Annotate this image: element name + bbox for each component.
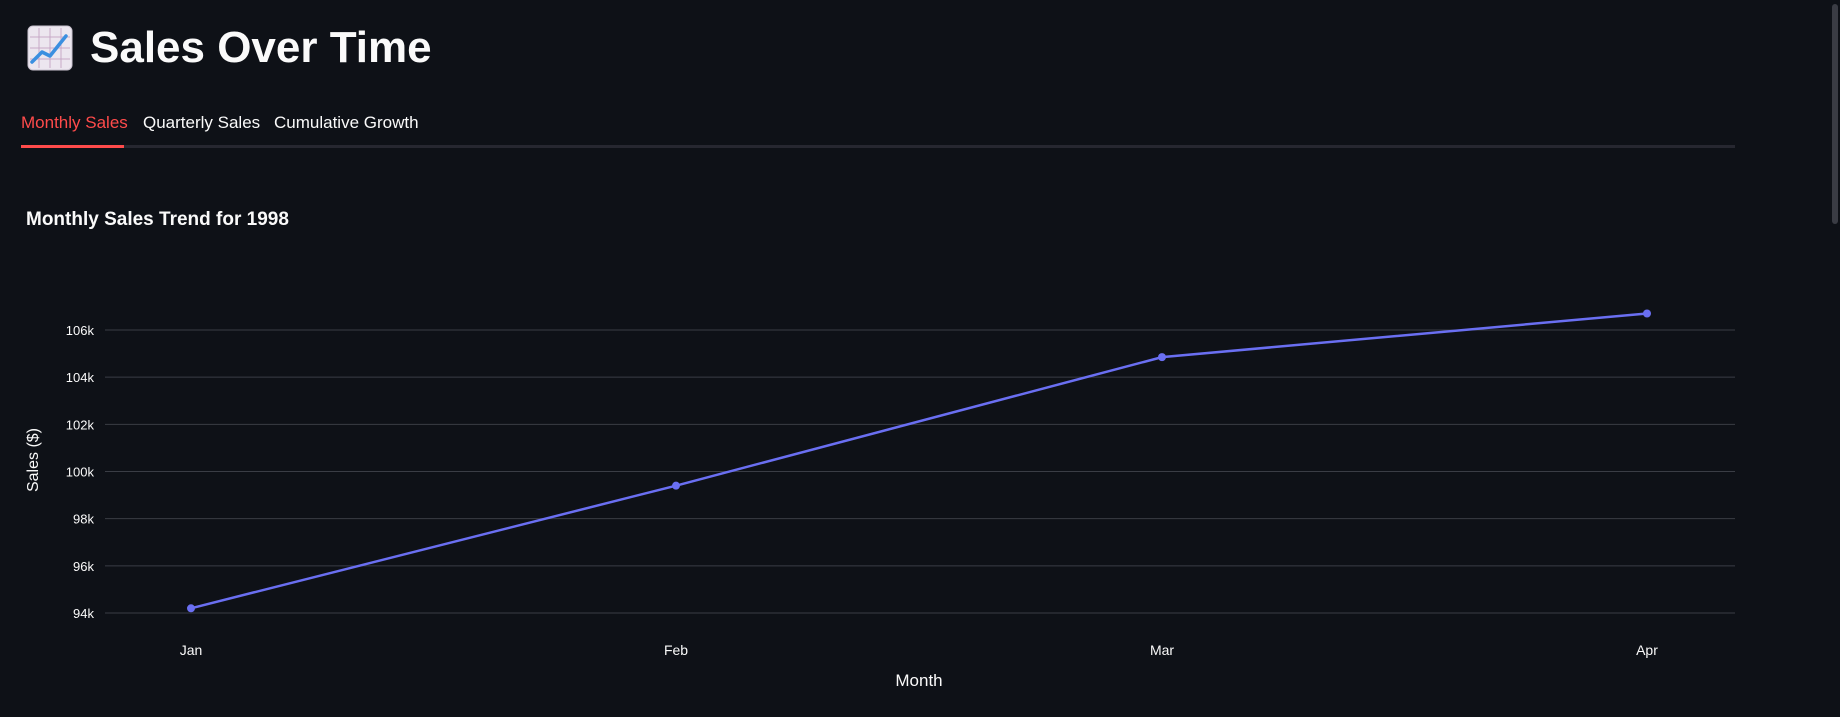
y-axis-label: Sales ($): [25, 428, 42, 492]
x-tick-label: Jan: [180, 642, 203, 658]
chart-gridlines: [105, 329, 1735, 614]
x-tick-label: Apr: [1636, 642, 1658, 658]
page-header: Sales Over Time: [26, 22, 432, 74]
tab-bar-divider: [21, 145, 1735, 148]
tab-cumulative-growth[interactable]: Cumulative Growth: [274, 113, 419, 132]
y-tick-label: 102k: [66, 417, 95, 432]
y-tick-label: 96k: [73, 559, 94, 574]
data-point[interactable]: [187, 604, 195, 613]
y-tick-label: 94k: [73, 606, 94, 621]
y-axis-ticks: 94k 96k 98k 100k 102k 104k 106k: [66, 323, 95, 621]
x-axis-ticks: Jan Feb Mar Apr: [180, 642, 1659, 658]
scrollbar-thumb[interactable]: [1832, 4, 1838, 224]
data-point[interactable]: [672, 481, 680, 490]
x-tick-label: Feb: [664, 642, 688, 658]
y-tick-label: 104k: [66, 370, 95, 385]
tab-monthly-sales[interactable]: Monthly Sales: [21, 113, 128, 132]
chart-series: [187, 309, 1651, 613]
chart-title: Monthly Sales Trend for 1998: [26, 209, 289, 230]
active-tab-indicator: [21, 145, 124, 148]
data-point[interactable]: [1643, 309, 1651, 318]
tab-quarterly-sales[interactable]: Quarterly Sales: [143, 113, 261, 132]
x-tick-label: Mar: [1150, 642, 1174, 658]
y-tick-label: 100k: [66, 465, 95, 480]
x-axis-label: Month: [895, 671, 942, 690]
y-tick-label: 98k: [73, 512, 94, 527]
page-scrollbar[interactable]: [1828, 0, 1840, 717]
data-point[interactable]: [1158, 353, 1166, 362]
sales-series-line: [190, 312, 1648, 610]
tab-bar: Monthly Sales Quarterly Sales Cumulative…: [21, 104, 1735, 148]
y-tick-label: 106k: [66, 323, 95, 338]
chart-increasing-icon: [27, 25, 73, 71]
page-title: Sales Over Time: [90, 23, 432, 72]
